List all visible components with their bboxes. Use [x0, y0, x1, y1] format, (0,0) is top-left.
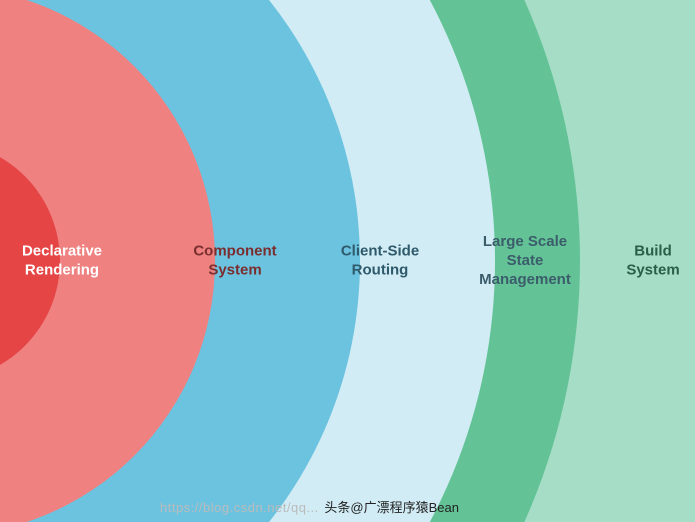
- label-component: Component System: [185, 242, 285, 280]
- label-core: Declarative Rendering: [12, 242, 112, 280]
- label-state: Large Scale State Management: [470, 233, 580, 289]
- attribution: https://blog.csdn.net/qq... 头条@广漂程序猿Bean: [160, 497, 459, 516]
- concentric-diagram: Declarative Rendering Component System C…: [0, 0, 695, 522]
- watermark-left: https://blog.csdn.net/qq...: [160, 500, 319, 515]
- label-build: Build System: [618, 242, 688, 280]
- attr-handle: @广漂程序猿Bean: [350, 500, 459, 515]
- label-routing: Client-Side Routing: [330, 242, 430, 280]
- attr-prefix: 头条: [324, 500, 350, 515]
- attribution-text: 头条@广漂程序猿Bean: [324, 500, 459, 515]
